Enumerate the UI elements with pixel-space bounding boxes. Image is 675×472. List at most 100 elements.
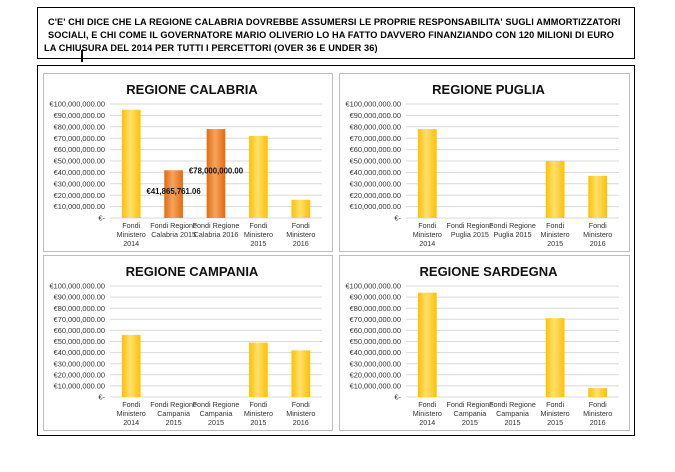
y-tick-label: €40,000,000.00 (350, 168, 401, 177)
y-tick-label: €100,000,000.00 (346, 100, 401, 109)
bar (121, 334, 141, 397)
chart-panel-campania: REGIONE CAMPANIA €- €10,000,000.00 €20,000,… (43, 255, 333, 431)
x-tick-label: Fondi Regione (489, 400, 536, 409)
bar (121, 109, 141, 218)
chart-title: REGIONE SARDEGNA (420, 264, 559, 279)
y-tick-label: €- (98, 393, 105, 402)
y-tick-label: €60,000,000.00 (54, 145, 105, 154)
y-tick-label: €10,000,000.00 (350, 382, 401, 391)
y-tick-label: €100,000,000.00 (346, 282, 401, 291)
x-tick-label: Ministero (583, 409, 612, 418)
bar (417, 129, 437, 218)
x-tick-label: Fondi (122, 400, 140, 409)
x-tick-label: 2015 (547, 418, 563, 427)
y-tick-label: €60,000,000.00 (350, 326, 401, 335)
x-tick-label: Fondi (589, 400, 607, 409)
x-tick-label: 2014 (419, 418, 435, 427)
chart-title: REGIONE PUGLIA (432, 82, 545, 97)
x-tick-label: Fondi Regione (193, 221, 240, 230)
y-tick-label: €70,000,000.00 (54, 315, 105, 324)
text-cursor (81, 50, 83, 62)
x-tick-label: Fondi (418, 400, 436, 409)
x-tick-label: Calabria 2015 (151, 230, 196, 239)
y-tick-label: €100,000,000.00 (50, 100, 105, 109)
x-tick-label: Ministero (413, 409, 442, 418)
y-tick-label: €10,000,000.00 (350, 202, 401, 211)
header-line-3: LA CHIUSURA DEL 2014 PER TUTTI I PERCETT… (44, 43, 378, 53)
header-line-2: SOCIALI, E CHI COME IL GOVERNATORE MARIO… (48, 30, 615, 40)
y-tick-label: €70,000,000.00 (54, 134, 105, 143)
bar (545, 161, 565, 218)
y-tick-label: €100,000,000.00 (50, 282, 105, 291)
bar-chart-svg: REGIONE CALABRIA €- €10,000,000.00 €20,000,… (50, 82, 322, 248)
bar (249, 135, 268, 218)
x-tick-label: 2016 (293, 239, 309, 248)
x-tick-label: 2014 (123, 418, 139, 427)
x-tick-label: Fondi Regione (150, 400, 197, 409)
y-tick-label: €20,000,000.00 (350, 191, 401, 200)
bar (588, 175, 608, 218)
x-tick-label: Campania (157, 409, 190, 418)
bar (291, 199, 311, 218)
x-tick-label: Fondi (292, 221, 310, 230)
x-tick-label: Fondi Regione (193, 400, 240, 409)
x-tick-label: Ministero (286, 230, 315, 239)
x-tick-label: 2016 (590, 418, 606, 427)
x-tick-label: Fondi Regione (489, 221, 536, 230)
y-tick-label: €60,000,000.00 (350, 145, 401, 154)
x-tick-label: Ministero (541, 409, 570, 418)
x-tick-label: Ministero (244, 409, 273, 418)
x-tick-label: 2015 (208, 418, 224, 427)
y-tick-label: €20,000,000.00 (54, 370, 105, 379)
x-tick-label: 2016 (590, 239, 606, 248)
data-label: €41,865,761.06 (146, 187, 201, 196)
y-tick-label: €70,000,000.00 (350, 315, 401, 324)
y-tick-label: €30,000,000.00 (350, 179, 401, 188)
x-tick-label: Fondi (249, 400, 267, 409)
x-tick-label: Ministero (583, 230, 612, 239)
y-tick-label: €50,000,000.00 (350, 157, 401, 166)
x-tick-label: 2015 (250, 239, 266, 248)
y-tick-label: €50,000,000.00 (54, 157, 105, 166)
x-tick-label: 2015 (166, 418, 182, 427)
x-tick-label: Ministero (413, 230, 442, 239)
x-tick-label: Puglia 2015 (451, 230, 489, 239)
x-tick-label: Calabria 2016 (194, 230, 239, 239)
y-tick-label: €60,000,000.00 (54, 326, 105, 335)
y-tick-label: €90,000,000.00 (54, 293, 105, 302)
x-tick-label: Ministero (244, 230, 273, 239)
x-tick-label: Fondi (589, 221, 607, 230)
y-tick-label: €20,000,000.00 (350, 370, 401, 379)
y-tick-label: €30,000,000.00 (54, 359, 105, 368)
bar-chart-svg: REGIONE SARDEGNA €- €10,000,000.00 €20,000,… (346, 264, 619, 427)
x-tick-label: 2014 (419, 239, 435, 248)
bar (164, 170, 183, 218)
x-tick-label: 2016 (293, 418, 309, 427)
y-tick-label: €- (394, 214, 401, 223)
x-tick-label: 2015 (462, 418, 478, 427)
x-tick-label: Fondi (292, 400, 310, 409)
x-tick-label: Fondi (249, 221, 267, 230)
x-tick-label: Fondi (418, 221, 436, 230)
header-box: C'E' CHI DICE CHE LA REGIONE CALABRIA DO… (37, 7, 635, 62)
y-tick-label: €80,000,000.00 (54, 122, 105, 131)
bar (291, 350, 311, 397)
x-tick-label: Ministero (541, 230, 570, 239)
x-tick-label: Puglia 2015 (494, 230, 532, 239)
y-tick-label: €30,000,000.00 (350, 359, 401, 368)
chart-title: REGIONE CAMPANIA (126, 264, 259, 279)
x-tick-label: Fondi Regione (447, 400, 494, 409)
y-tick-label: €40,000,000.00 (54, 168, 105, 177)
x-tick-label: Fondi (546, 221, 564, 230)
y-tick-label: €80,000,000.00 (350, 122, 401, 131)
x-tick-label: 2015 (547, 239, 563, 248)
chart-panel-puglia: REGIONE PUGLIA €- €10,000,000.00 €20,000,00… (339, 73, 630, 252)
x-tick-label: Fondi Regione (150, 221, 197, 230)
bar-chart-svg: REGIONE PUGLIA €- €10,000,000.00 €20,000,00… (346, 82, 619, 248)
x-tick-label: Campania (454, 409, 487, 418)
bar-chart-svg: REGIONE CAMPANIA €- €10,000,000.00 €20,000,… (50, 264, 322, 427)
bar (417, 292, 437, 397)
x-tick-label: Fondi (546, 400, 564, 409)
x-tick-label: Ministero (286, 409, 315, 418)
x-tick-label: Campania (200, 409, 233, 418)
